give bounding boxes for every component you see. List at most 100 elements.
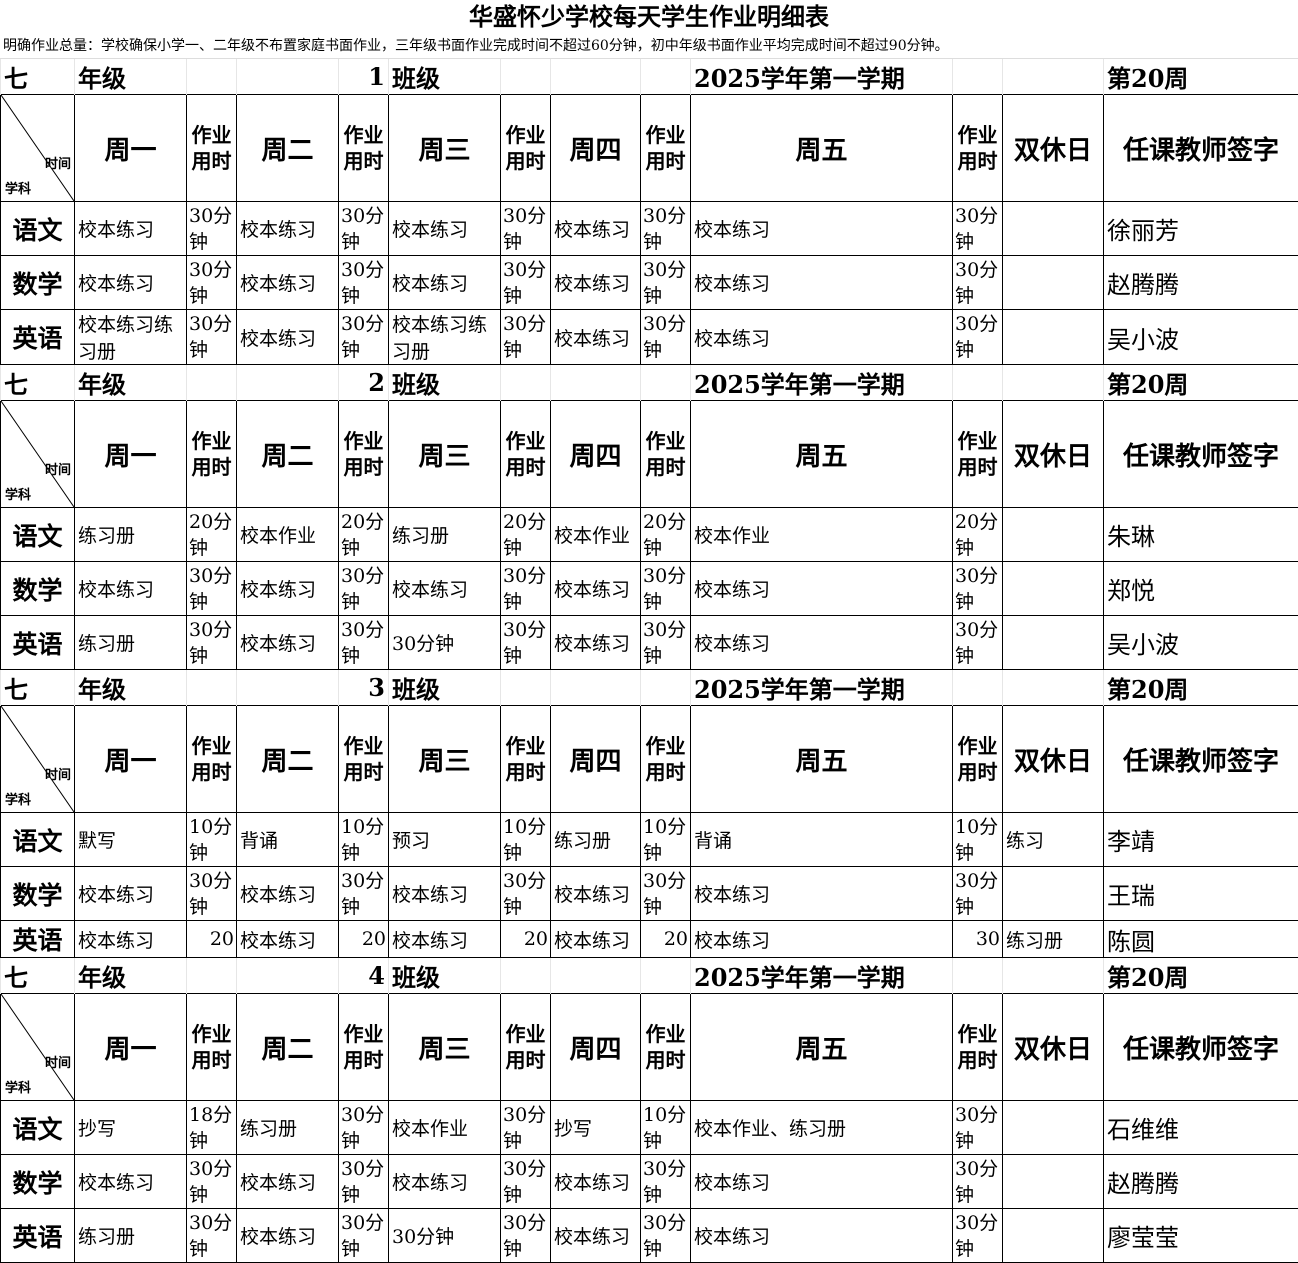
grade-cell[interactable]: 七	[1, 365, 75, 401]
time-used[interactable]: 10分钟	[953, 813, 1003, 867]
blank-cell[interactable]	[187, 59, 237, 95]
time-used-header[interactable]: 作业用时	[501, 95, 551, 202]
subject-name[interactable]: 数学	[1, 1155, 75, 1209]
homework-task[interactable]: 校本练习	[551, 202, 641, 256]
homework-task[interactable]: 校本练习	[237, 921, 339, 958]
blank-cell[interactable]	[1003, 59, 1104, 95]
time-used[interactable]: 30	[953, 921, 1003, 958]
time-used[interactable]: 30分钟	[953, 202, 1003, 256]
homework-task[interactable]: 校本练习	[75, 256, 187, 310]
homework-task[interactable]: 校本练习	[389, 256, 501, 310]
blank-cell[interactable]	[641, 958, 691, 994]
homework-task[interactable]: 校本练习	[691, 616, 953, 670]
time-used[interactable]: 30分钟	[953, 1155, 1003, 1209]
subject-name[interactable]: 英语	[1, 310, 75, 365]
homework-task[interactable]: 校本练习	[691, 202, 953, 256]
time-used[interactable]: 30分钟	[953, 867, 1003, 921]
blank-cell[interactable]	[551, 958, 641, 994]
time-used-header[interactable]: 作业用时	[339, 994, 389, 1101]
homework-task[interactable]: 校本练习	[551, 1155, 641, 1209]
term-cell[interactable]: 2025学年第一学期	[691, 365, 953, 401]
day-header[interactable]: 周一	[75, 95, 187, 202]
day-header[interactable]: 周三	[389, 706, 501, 813]
day-header[interactable]: 周五	[691, 994, 953, 1101]
homework-task[interactable]: 校本练习	[551, 921, 641, 958]
time-used-header[interactable]: 作业用时	[953, 401, 1003, 508]
time-used-header[interactable]: 作业用时	[501, 401, 551, 508]
day-header[interactable]: 周五	[691, 401, 953, 508]
time-used[interactable]: 30分钟	[641, 202, 691, 256]
subject-name[interactable]: 英语	[1, 921, 75, 958]
time-used[interactable]: 20分钟	[641, 508, 691, 562]
teacher-signature-header[interactable]: 任课教师签字	[1104, 401, 1298, 508]
time-used[interactable]: 30分钟	[953, 1101, 1003, 1155]
homework-task[interactable]: 校本练习	[237, 562, 339, 616]
homework-task[interactable]: 抄写	[75, 1101, 187, 1155]
weekend-task[interactable]	[1003, 1101, 1104, 1155]
blank-cell[interactable]	[501, 670, 551, 706]
weekend-task[interactable]: 练习册	[1003, 921, 1104, 958]
subject-name[interactable]: 数学	[1, 256, 75, 310]
weekend-task[interactable]	[1003, 867, 1104, 921]
time-used[interactable]: 30分钟	[501, 202, 551, 256]
homework-task[interactable]: 校本练习	[691, 1155, 953, 1209]
homework-task[interactable]: 校本练习	[75, 921, 187, 958]
class-number[interactable]: 3	[339, 670, 389, 706]
blank-cell[interactable]	[1003, 958, 1104, 994]
term-cell[interactable]: 2025学年第一学期	[691, 59, 953, 95]
homework-task[interactable]: 抄写	[551, 1101, 641, 1155]
weekend-task[interactable]	[1003, 256, 1104, 310]
homework-task[interactable]: 预习	[389, 813, 501, 867]
time-used[interactable]: 30分钟	[187, 562, 237, 616]
homework-task[interactable]: 校本作业	[691, 508, 953, 562]
homework-task[interactable]: 校本作业、练习册	[691, 1101, 953, 1155]
diagonal-header-cell[interactable]: 时间学科	[1, 706, 75, 813]
blank-cell[interactable]	[641, 59, 691, 95]
time-used[interactable]: 20分钟	[953, 508, 1003, 562]
homework-task[interactable]: 校本练习	[237, 616, 339, 670]
day-header[interactable]: 周五	[691, 706, 953, 813]
time-used[interactable]: 30分钟	[187, 867, 237, 921]
subject-name[interactable]: 数学	[1, 867, 75, 921]
blank-cell[interactable]	[953, 670, 1003, 706]
time-used[interactable]: 30分钟	[641, 1155, 691, 1209]
homework-task[interactable]: 背诵	[237, 813, 339, 867]
time-used-header[interactable]: 作业用时	[187, 401, 237, 508]
time-used[interactable]: 30分钟	[339, 202, 389, 256]
time-used[interactable]: 30分钟	[641, 1209, 691, 1263]
teacher-name[interactable]: 李靖	[1104, 813, 1298, 867]
homework-task[interactable]: 校本练习	[237, 1155, 339, 1209]
weekend-header[interactable]: 双休日	[1003, 994, 1104, 1101]
teacher-name[interactable]: 吴小波	[1104, 310, 1298, 365]
time-used[interactable]: 30分钟	[501, 867, 551, 921]
weekend-task[interactable]	[1003, 1155, 1104, 1209]
weekend-task[interactable]	[1003, 616, 1104, 670]
time-used[interactable]: 18分钟	[187, 1101, 237, 1155]
homework-task[interactable]: 校本练习	[75, 1155, 187, 1209]
time-used[interactable]: 10分钟	[641, 1101, 691, 1155]
time-used[interactable]: 30分钟	[953, 1209, 1003, 1263]
homework-task[interactable]: 校本练习	[551, 310, 641, 365]
homework-task[interactable]: 校本练习	[691, 310, 953, 365]
time-used[interactable]: 20分钟	[339, 508, 389, 562]
diagonal-header-cell[interactable]: 时间学科	[1, 994, 75, 1101]
grade-cell[interactable]: 七	[1, 670, 75, 706]
time-used-header[interactable]: 作业用时	[187, 994, 237, 1101]
time-used-header[interactable]: 作业用时	[953, 706, 1003, 813]
class-label[interactable]: 班级	[389, 958, 501, 994]
teacher-name[interactable]: 朱琳	[1104, 508, 1298, 562]
time-used[interactable]: 10分钟	[339, 813, 389, 867]
day-header[interactable]: 周二	[237, 994, 339, 1101]
time-used[interactable]: 30分钟	[953, 310, 1003, 365]
teacher-name[interactable]: 赵腾腾	[1104, 1155, 1298, 1209]
homework-task[interactable]: 校本练习	[75, 867, 187, 921]
grade-label[interactable]: 年级	[75, 958, 187, 994]
time-used[interactable]: 30分钟	[339, 256, 389, 310]
homework-task[interactable]: 校本练习	[389, 562, 501, 616]
class-number[interactable]: 2	[339, 365, 389, 401]
homework-task[interactable]: 练习册	[551, 813, 641, 867]
homework-task[interactable]: 30分钟	[389, 616, 501, 670]
teacher-name[interactable]: 石维维	[1104, 1101, 1298, 1155]
week-cell[interactable]: 第20周	[1104, 958, 1298, 994]
time-used[interactable]: 20	[339, 921, 389, 958]
